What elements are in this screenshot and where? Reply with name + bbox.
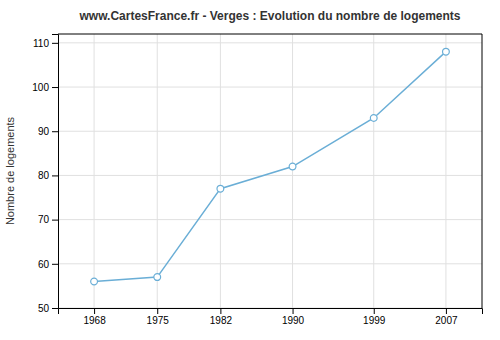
series	[91, 48, 450, 285]
grid-line-x	[445, 34, 446, 308]
grid	[58, 34, 482, 308]
tick-mark	[293, 308, 294, 314]
plot-frame	[58, 34, 482, 35]
tick-label: 1982	[210, 315, 233, 326]
tick-label: 50	[38, 303, 50, 314]
tick: 1982	[210, 308, 233, 326]
tick: 1968	[83, 308, 106, 326]
tick: 60	[38, 259, 58, 270]
line	[94, 52, 446, 282]
tick-mark	[94, 308, 95, 314]
tick-label: 110	[33, 38, 49, 49]
grid-line-x	[157, 34, 158, 308]
tick: 90	[38, 126, 58, 137]
plot-area: 1968 1975 1982 1990 1999 2007 50 60 70 80 90 100 110	[32, 34, 482, 326]
tick-label: 1968	[83, 315, 106, 326]
tick-label: 80	[38, 170, 50, 181]
grid-line-y	[58, 131, 482, 132]
tick-label: 2007	[435, 315, 458, 326]
tick-label: 1999	[363, 315, 386, 326]
marker	[154, 274, 161, 281]
tick-label: 100	[32, 82, 49, 93]
tick-label: 1975	[147, 315, 170, 326]
y-axis: 50 60 70 80 90 100 110	[32, 35, 58, 314]
tick-mark	[52, 87, 58, 88]
tick-mark	[52, 43, 58, 44]
tick: 50	[38, 303, 58, 314]
title: www.CartesFrance.fr - Verges : Evolution…	[79, 9, 461, 23]
marker	[370, 115, 377, 122]
tick: 110	[33, 38, 58, 49]
x-axis: 1968 1975 1982 1990 1999 2007	[59, 308, 483, 326]
axis-line	[59, 309, 483, 315]
tick-label: 90	[38, 126, 50, 137]
tick-mark	[52, 264, 58, 265]
tick: 1975	[147, 308, 170, 326]
grid-line-x	[94, 34, 95, 308]
tick: 80	[38, 170, 58, 181]
grid-line-y	[58, 263, 482, 264]
tick-label: 60	[38, 259, 50, 270]
tick-mark	[446, 308, 447, 314]
grid-line-x	[373, 34, 374, 308]
tick-mark	[52, 175, 58, 176]
axis-line	[52, 35, 59, 309]
tick: 2007	[435, 308, 458, 326]
tick: 70	[38, 214, 58, 225]
tick-mark	[374, 308, 375, 314]
tick-label: 1990	[282, 315, 305, 326]
marker	[217, 185, 224, 192]
grid-line-y	[58, 42, 482, 43]
tick-mark	[52, 308, 58, 309]
tick: 1990	[282, 308, 305, 326]
tick: 100	[32, 82, 58, 93]
tick-mark	[220, 308, 221, 314]
tick: 1999	[363, 308, 386, 326]
tick-label: 70	[38, 214, 50, 225]
marker	[289, 163, 296, 170]
grid-line-x	[220, 34, 221, 308]
y-axis-title: Nombre de logements	[4, 116, 16, 225]
grid-line-y	[58, 175, 482, 176]
marker	[443, 48, 450, 55]
grid-line-y	[58, 87, 482, 88]
tick-mark	[52, 131, 58, 132]
plot-frame	[482, 34, 483, 308]
tick-mark	[52, 220, 58, 221]
grid-line-y	[58, 219, 482, 220]
tick-mark	[157, 308, 158, 314]
chart: 1968 1975 1982 1990 1999 2007 50 60 70 80 90 100 110…	[0, 0, 500, 340]
marker	[91, 278, 98, 285]
grid-line-x	[292, 34, 293, 308]
